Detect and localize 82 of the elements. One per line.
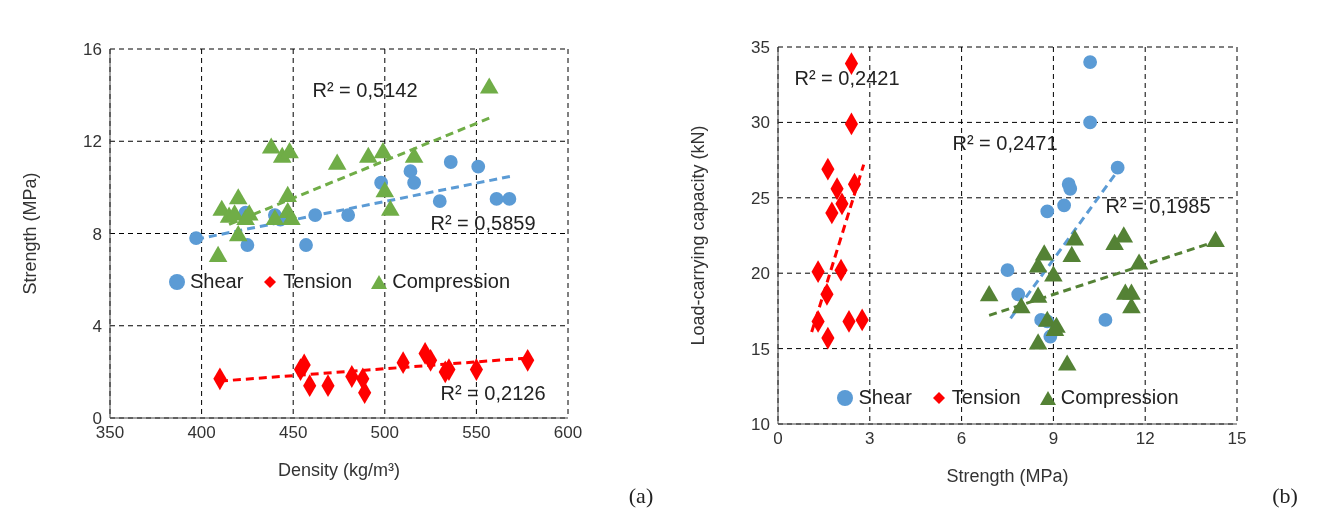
point (208, 245, 228, 262)
point (308, 208, 323, 222)
point (479, 77, 499, 94)
text: (b) (1272, 483, 1298, 509)
point (278, 185, 298, 202)
point (327, 153, 347, 170)
x-axis-title: Density (kg/m³) (277, 460, 401, 480)
x-tick-label: 500 (370, 423, 399, 443)
legend-label: Compression (391, 270, 511, 293)
point (407, 175, 422, 190)
y-tick-label: 15 (751, 339, 770, 359)
point (1057, 198, 1072, 213)
point (1122, 297, 1141, 314)
point (1083, 55, 1098, 69)
annotation: R² = 0,2421 (794, 66, 900, 90)
x-axis-title: Strength (MPa) (946, 466, 1069, 486)
legend-label: Shear (188, 270, 244, 293)
point (1083, 115, 1098, 130)
point (375, 181, 395, 198)
point (189, 231, 204, 246)
point (228, 188, 248, 205)
point (1062, 245, 1082, 262)
point (502, 192, 517, 206)
point (265, 208, 285, 226)
x-tick-label: 15 (1227, 429, 1247, 449)
x-tick-label: 9 (1048, 429, 1059, 449)
annotation: R² = 0,2126 (440, 381, 546, 405)
point (299, 238, 313, 252)
point (240, 238, 255, 252)
x-tick-label: 450 (279, 423, 308, 443)
point (1028, 333, 1048, 350)
point (1129, 253, 1149, 270)
x-tick-label: 550 (462, 423, 491, 443)
point (341, 208, 356, 222)
point (359, 146, 378, 163)
y-tick-label: 4 (92, 316, 102, 336)
point (1122, 283, 1141, 300)
point (373, 142, 393, 159)
point (1105, 233, 1124, 250)
x-tick-label: 0 (773, 429, 783, 449)
y-tick-label: 10 (751, 415, 770, 435)
legend-label: Shear (857, 386, 912, 409)
annotation: R² = 0,1985 (1105, 194, 1211, 218)
point (489, 192, 504, 206)
point (282, 208, 301, 226)
point (1011, 297, 1031, 314)
y-axis-title: Strength (MPa) (20, 172, 41, 295)
point (1044, 265, 1063, 282)
annotation: R² = 0,5859 (430, 211, 536, 235)
y-tick-label: 16 (83, 40, 102, 60)
point (1114, 226, 1134, 243)
point (1057, 354, 1077, 371)
annotation: R² = 0,2471 (952, 131, 1058, 155)
annotation: R² = 0,5142 (312, 78, 418, 102)
point (228, 225, 248, 242)
point (471, 159, 486, 174)
legend-label: Compression (1059, 386, 1179, 409)
y-tick-label: 8 (92, 224, 102, 244)
point (261, 137, 281, 154)
point (1206, 230, 1225, 247)
point (1040, 204, 1055, 219)
x-tick-label: 12 (1135, 429, 1155, 449)
point (1110, 160, 1125, 175)
point (979, 285, 999, 302)
y-tick-label: 25 (751, 188, 770, 208)
y-axis-title: Load-carrying capacity (kN) (688, 125, 709, 346)
point (380, 199, 400, 216)
x-tick-label: 400 (187, 423, 216, 443)
x-tick-label: 600 (553, 423, 583, 443)
point (404, 146, 424, 163)
y-tick-label: 12 (83, 132, 102, 152)
text: (a) (628, 483, 654, 509)
y-tick-label: 30 (751, 113, 770, 133)
point (1028, 286, 1048, 303)
legend-label: Tension (282, 270, 353, 293)
legend-label: Tension (950, 386, 1021, 409)
y-tick-label: 20 (751, 264, 770, 284)
x-tick-label: 6 (956, 429, 967, 449)
x-tick-label: 3 (865, 429, 875, 449)
point (432, 194, 447, 209)
y-tick-label: 35 (751, 38, 770, 58)
point (1065, 229, 1085, 246)
